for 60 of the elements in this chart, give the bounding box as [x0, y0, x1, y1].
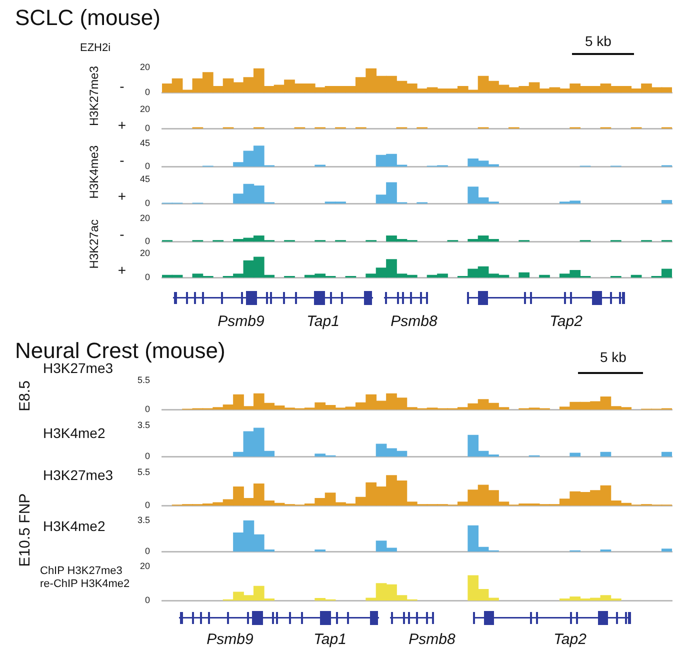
y-tick-label: 0: [144, 161, 150, 172]
y-tick-label: 20: [140, 212, 150, 223]
text: -: [120, 152, 124, 168]
text: Psmb9: [206, 631, 254, 648]
chart-subtitle: H3K4me2: [43, 425, 106, 442]
chart-title: Neural Crest (mouse): [15, 338, 226, 363]
y-tick-label: 20: [140, 248, 150, 258]
y-tick-label: 0: [144, 546, 150, 556]
y-axis-title: H3K27me3: [87, 66, 102, 126]
text: EZH2i: [80, 42, 111, 55]
y-tick-label: 20: [140, 560, 150, 571]
y-tick-label: 5.5: [137, 374, 150, 385]
chart-title: SCLC (mouse): [15, 5, 160, 30]
y-tick-label: 0: [144, 123, 150, 134]
chart-subtitle: H3K4me2: [43, 518, 106, 534]
y-tick-label: 0: [144, 87, 150, 98]
bar: [661, 200, 672, 204]
y-tick-label: 45: [140, 138, 150, 148]
text: Tap2: [554, 631, 586, 648]
y-tick-label: 3.5: [137, 514, 150, 525]
y-axis-title: H3K4me3: [87, 145, 102, 199]
text: -: [120, 78, 124, 94]
y-tick-label: 0: [144, 404, 150, 414]
text: +: [118, 262, 126, 278]
text: Tap1: [314, 631, 346, 648]
text: Psmb8: [408, 631, 456, 648]
text: 5 kb: [585, 33, 612, 50]
bar: [661, 452, 672, 457]
y-tick-label: 20: [140, 62, 150, 72]
y-tick-label: 0: [144, 500, 150, 510]
y-axis-title: E10.5 FNP: [16, 493, 34, 567]
text: 5 kb: [600, 349, 626, 366]
y-tick-label: 3.5: [137, 420, 150, 430]
bar: [518, 272, 530, 278]
text: -: [120, 226, 124, 242]
bar: [600, 452, 612, 457]
bar: [314, 549, 326, 552]
y-tick-label: 45: [140, 174, 150, 184]
text: Tap2: [550, 313, 582, 330]
bar: [539, 274, 550, 278]
chart-subtitle: H3K27me3: [43, 360, 114, 376]
bar: [600, 549, 612, 552]
y-tick-label: 0: [144, 595, 150, 606]
y-tick-label: 5.5: [137, 466, 150, 477]
y-axis-title: H3K27ac: [87, 219, 102, 269]
y-tick-label: 0: [144, 236, 150, 246]
text: Tap1: [306, 313, 340, 330]
y-tick-label: 20: [140, 104, 150, 114]
text: ChIP H3K27me3 re-ChIP H3K4me2: [40, 565, 130, 590]
y-tick-label: 0: [144, 451, 150, 462]
y-tick-label: 0: [144, 198, 150, 208]
bar: [661, 548, 672, 552]
bar: [570, 452, 581, 457]
chart-subtitle: H3K27me3: [43, 467, 114, 484]
y-axis-title: E8.5: [16, 380, 34, 412]
text: +: [118, 117, 126, 134]
text: Psmb8: [390, 313, 438, 330]
text: +: [118, 188, 126, 204]
y-tick-label: 0: [144, 272, 150, 282]
text: Psmb9: [218, 313, 264, 330]
